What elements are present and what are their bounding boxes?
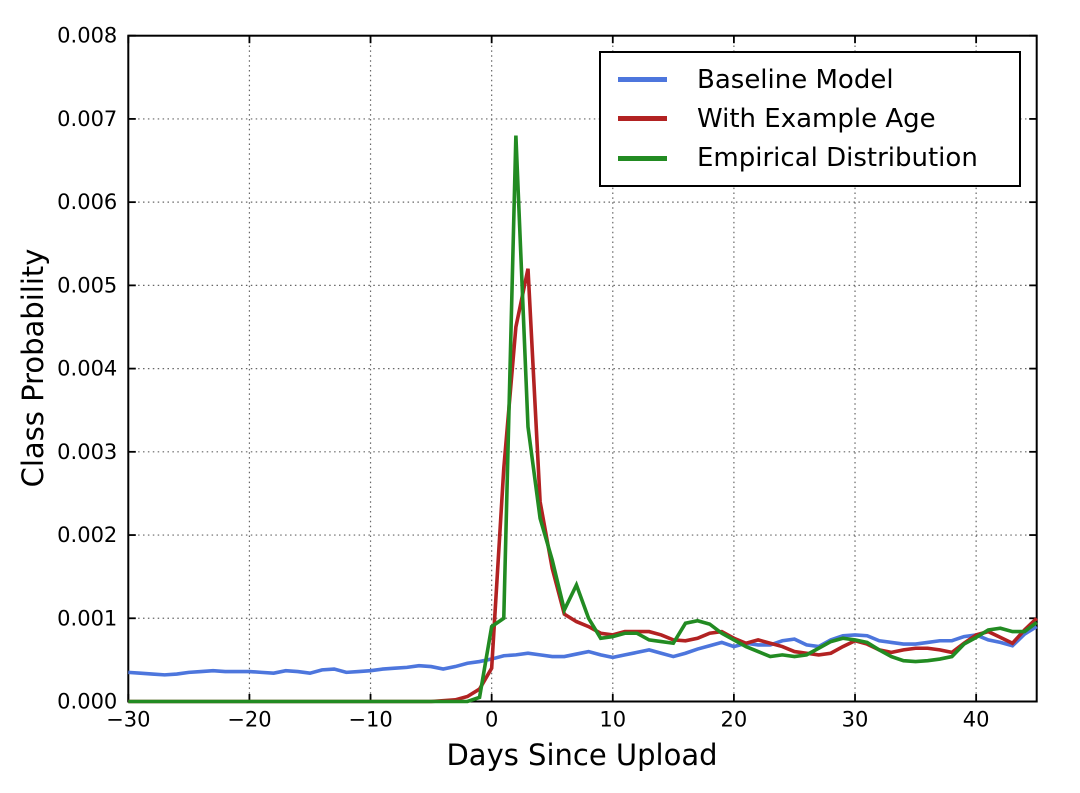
y-tick-label: 0.008: [57, 24, 117, 48]
x-tick-label: −30: [106, 708, 150, 732]
y-tick-label: 0.003: [57, 440, 117, 464]
y-axis-title: Class Probability: [16, 248, 50, 488]
x-tick-label: 30: [842, 708, 869, 732]
legend-line-sample-green: [618, 155, 667, 161]
series-line-0: [128, 625, 1038, 677]
legend-item: Baseline Model: [618, 67, 1019, 93]
legend-line-sample-red: [618, 116, 667, 122]
x-tick-label: 10: [599, 708, 626, 732]
x-tick-label: 40: [963, 708, 990, 732]
legend-item: With Example Age: [618, 106, 1019, 132]
legend-label: With Example Age: [697, 103, 936, 134]
legend-line-sample-blue: [618, 77, 667, 83]
x-tick-label: 0: [485, 708, 498, 732]
y-tick-label: 0.001: [57, 606, 117, 630]
x-tick-label: −20: [227, 708, 271, 732]
x-tick-label: 20: [721, 708, 748, 732]
y-tick-label: 0.004: [57, 357, 117, 381]
y-tick-label: 0.002: [57, 523, 117, 547]
gridlines: [128, 35, 1037, 702]
legend-item: Empirical Distribution: [618, 145, 1019, 171]
series-line-1: [128, 268, 1038, 704]
y-tick-label: 0.007: [57, 107, 117, 131]
tick-marks: [127, 34, 1037, 703]
x-tick-label: −10: [348, 708, 392, 732]
plot-border: [127, 34, 1038, 703]
y-tick-label: 0.006: [57, 190, 117, 214]
legend: Baseline Model With Example Age Empirica…: [599, 51, 1021, 187]
y-tick-label: 0.000: [57, 690, 117, 714]
x-axis-title: Days Since Upload: [446, 738, 718, 772]
y-tick-label: 0.005: [57, 273, 117, 297]
series-line-2: [128, 135, 1038, 704]
legend-label: Empirical Distribution: [697, 143, 978, 174]
tick-labels: −30 −20 −10 0 10 20 30 40 0.000 0.001 0.002 0.003 0.…: [57, 24, 989, 732]
legend-label: Baseline Model: [697, 64, 894, 95]
series-lines: [128, 135, 1038, 704]
